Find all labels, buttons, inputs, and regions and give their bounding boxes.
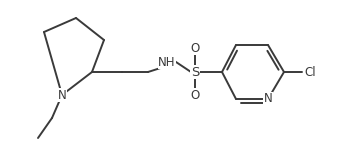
Text: O: O — [190, 88, 200, 101]
Text: O: O — [190, 41, 200, 55]
Text: Cl: Cl — [304, 65, 316, 79]
Text: N: N — [57, 88, 66, 101]
Text: NH: NH — [158, 56, 176, 68]
Text: S: S — [191, 65, 199, 79]
Text: N: N — [264, 92, 272, 105]
